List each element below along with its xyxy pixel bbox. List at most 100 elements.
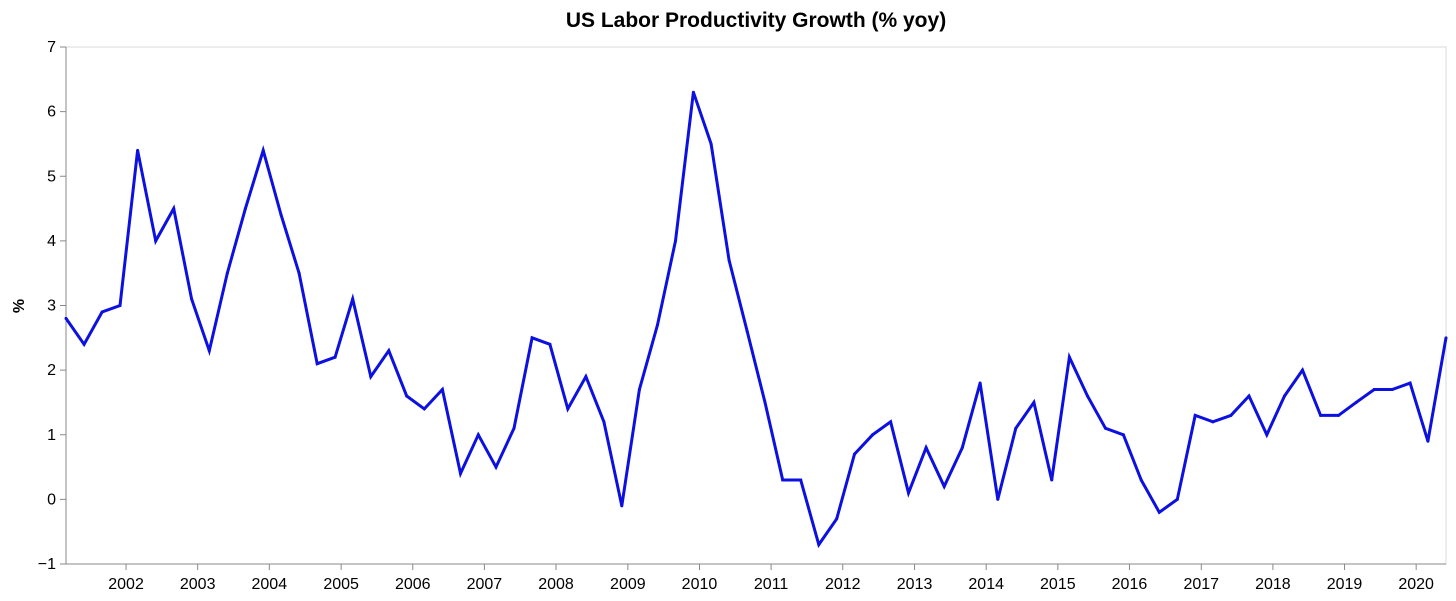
x-tick-label: 2008 (538, 576, 574, 593)
data-point (620, 504, 624, 508)
data-point (100, 310, 104, 314)
y-tick-label: 1 (47, 427, 56, 444)
x-tick-label: 2003 (180, 576, 216, 593)
data-point (1265, 433, 1269, 437)
data-point (1282, 394, 1286, 398)
data-point (512, 426, 516, 430)
data-point (530, 336, 534, 340)
x-tick-label: 2020 (1398, 576, 1434, 593)
data-point (1408, 381, 1412, 385)
x-tick-label: 2006 (395, 576, 431, 593)
data-point (1301, 368, 1305, 372)
x-tick-label: 2014 (968, 576, 1004, 593)
x-tick-label: 2012 (825, 576, 861, 593)
data-point (674, 239, 678, 243)
data-point (225, 271, 229, 275)
y-axis-ticks: −1 0 1 2 3 4 5 6 7 (38, 39, 66, 573)
data-point (315, 362, 319, 366)
data-point (691, 90, 695, 94)
data-point (763, 400, 767, 404)
data-point (333, 355, 337, 359)
y-tick-label: 6 (47, 104, 56, 121)
chart-title: US Labor Productivity Growth (% yoy) (566, 9, 946, 32)
data-point (1247, 394, 1251, 398)
data-point (602, 420, 606, 424)
data-point (835, 517, 839, 521)
data-point (548, 342, 552, 346)
x-tick-label: 2005 (323, 576, 359, 593)
data-point (1390, 388, 1394, 392)
data-point (154, 239, 158, 243)
x-tick-label: 2009 (610, 576, 646, 593)
plot-frame (65, 46, 1447, 565)
data-point (1193, 413, 1197, 417)
data-point (476, 433, 480, 437)
data-point (190, 297, 194, 301)
data-point (1032, 400, 1036, 404)
data-point (799, 478, 803, 482)
x-tick-label: 2013 (897, 576, 933, 593)
data-point (978, 381, 982, 385)
data-point (207, 349, 211, 353)
data-point (1372, 388, 1376, 392)
data-point (655, 323, 659, 327)
y-axis-title: % (11, 299, 28, 313)
x-tick-label: 2016 (1112, 576, 1148, 593)
y-tick-label: 0 (47, 491, 56, 508)
y-tick-label: −1 (38, 556, 56, 573)
y-tick-label: 2 (47, 362, 56, 379)
y-tick-label: 5 (47, 168, 56, 185)
data-point (709, 142, 713, 146)
data-point (1336, 413, 1340, 417)
data-point (422, 407, 426, 411)
data-point (405, 394, 409, 398)
data-point (889, 420, 893, 424)
data-point (243, 207, 247, 211)
data-point (1050, 478, 1054, 482)
data-point (297, 271, 301, 275)
data-point (584, 375, 588, 379)
data-point (369, 375, 373, 379)
data-point (637, 388, 641, 392)
x-tick-label: 2004 (252, 576, 288, 593)
data-point (1229, 413, 1233, 417)
data-point (136, 148, 140, 152)
x-tick-label: 2007 (467, 576, 503, 593)
data-point (871, 433, 875, 437)
data-point (351, 297, 355, 301)
data-point (817, 543, 821, 547)
series-layer (64, 90, 1448, 549)
data-point (494, 465, 498, 469)
x-tick-label: 2018 (1255, 576, 1291, 593)
data-point (279, 213, 283, 217)
data-point (1157, 510, 1161, 514)
data-point (118, 304, 122, 307)
data-point (1354, 400, 1358, 404)
productivity-growth-line (64, 91, 1448, 549)
data-point (1444, 336, 1448, 340)
data-point (1175, 497, 1179, 501)
data-point (64, 316, 68, 320)
data-point (1426, 439, 1430, 443)
data-point (1211, 420, 1215, 424)
data-point (1067, 355, 1071, 359)
data-point (924, 446, 928, 450)
data-point (727, 258, 731, 262)
y-tick-label: 7 (47, 39, 56, 56)
x-tick-label: 2017 (1183, 576, 1219, 593)
y-tick-label: 3 (47, 298, 56, 315)
data-point (960, 446, 964, 450)
data-point (387, 349, 391, 353)
x-tick-label: 2010 (682, 576, 718, 593)
data-point (261, 148, 265, 152)
x-tick-label: 2019 (1327, 576, 1363, 593)
data-point (996, 497, 1000, 501)
data-point (458, 472, 462, 476)
y-tick-label: 4 (47, 233, 56, 250)
data-point (440, 388, 444, 392)
x-tick-label: 2015 (1040, 576, 1076, 593)
data-point (1139, 478, 1143, 482)
x-tick-label: 2011 (754, 576, 789, 593)
data-point (1319, 413, 1323, 417)
